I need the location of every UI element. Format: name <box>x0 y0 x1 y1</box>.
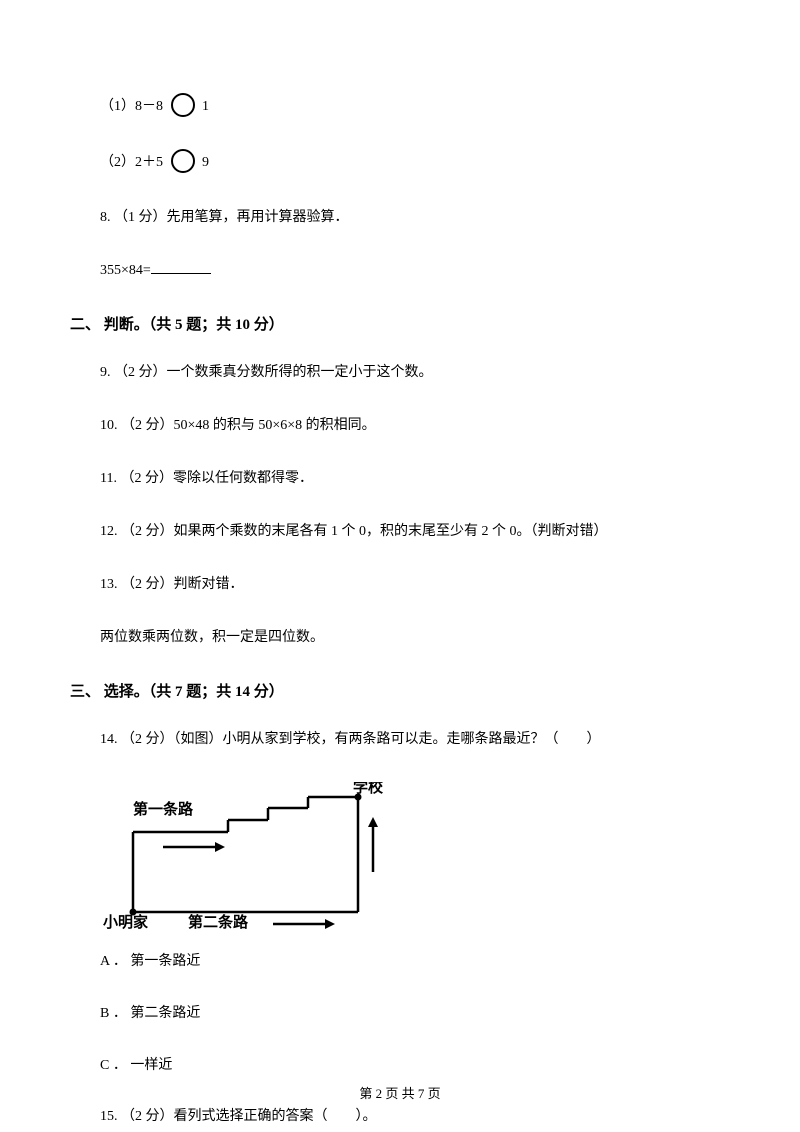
q1-sub2-text: （2）2＋5 <box>100 155 163 170</box>
q12: 12. （2 分）如果两个乘数的末尾各有 1 个 0，积的末尾至少有 2 个 0… <box>85 521 715 542</box>
route-diagram-svg: 第一条路 第二条路 小明家 学校 <box>103 782 413 932</box>
arrow-head <box>368 817 378 827</box>
q11: 11. （2 分）零除以任何数都得零． <box>85 468 715 489</box>
q1-sub1-after: 1 <box>202 99 209 114</box>
q1-sub2-after: 9 <box>202 155 209 170</box>
page-footer: 第 2 页 共 7 页 <box>0 1083 800 1102</box>
q8-calculation: 355×84= <box>85 260 715 281</box>
route2-label: 第二条路 <box>188 913 249 931</box>
q8: 8. （1 分）先用笔算，再用计算器验算． <box>85 207 715 228</box>
q1-sub1-text: （1）8－8 <box>100 99 163 114</box>
option-a[interactable]: A ． 第一条路近 <box>85 950 715 970</box>
q1-sub2: （2）2＋5 9 <box>85 151 715 175</box>
route1-label: 第一条路 <box>133 800 194 818</box>
home-label: 小明家 <box>103 913 148 931</box>
q14: 14. （2 分）（如图）小明从家到学校，有两条路可以走。走哪条路最近？（ ） <box>85 729 715 750</box>
answer-blank-1[interactable] <box>151 260 211 274</box>
arrow-head <box>215 842 225 852</box>
q10: 10. （2 分）50×48 的积与 50×6×8 的积相同。 <box>85 415 715 436</box>
q15: 15. （2 分）看列式选择正确的答案（ ）。 <box>85 1106 715 1127</box>
option-b[interactable]: B ． 第二条路近 <box>85 1002 715 1022</box>
q13: 13. （2 分）判断对错． <box>85 574 715 595</box>
arrow-head <box>325 919 335 929</box>
option-c[interactable]: C ． 一样近 <box>85 1054 715 1074</box>
section-2-header: 二、 判断。（共 5 题；共 10 分） <box>70 313 715 334</box>
school-label: 学校 <box>353 782 384 796</box>
q9: 9. （2 分）一个数乘真分数所得的积一定小于这个数。 <box>85 362 715 383</box>
section-3-header: 三、 选择。（共 7 题；共 14 分） <box>70 680 715 701</box>
q8-calc-text: 355×84= <box>100 263 151 278</box>
comparison-circle-1[interactable] <box>171 93 195 117</box>
q13-sub: 两位数乘两位数，积一定是四位数。 <box>85 627 715 648</box>
q1-sub1: （1）8－8 1 <box>85 95 715 119</box>
comparison-circle-2[interactable] <box>171 149 195 173</box>
q14-diagram: 第一条路 第二条路 小明家 学校 <box>103 782 715 932</box>
